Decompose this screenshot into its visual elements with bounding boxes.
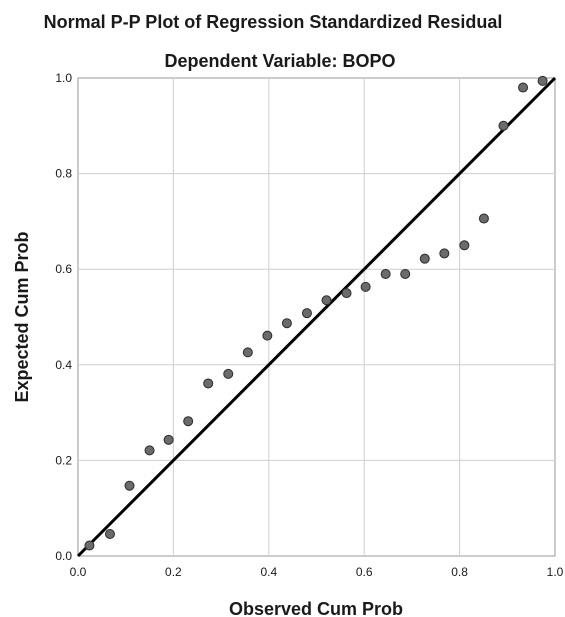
y-tick-label: 0.0 [55,549,72,563]
data-point [104,529,115,540]
x-tick-label: 0.0 [70,565,87,579]
x-axis-ticks: 0.0 0.2 0.4 0.6 0.8 1.0 [70,565,564,579]
data-point [518,82,529,93]
data-point [242,347,253,358]
y-axis-label: Expected Cum Prob [12,231,32,402]
x-axis-label: Observed Cum Prob [229,599,403,617]
chart-subtitle: Dependent Variable: BOPO [164,51,395,71]
data-point [262,330,273,341]
data-point [281,318,292,329]
data-points [84,75,548,551]
data-point [439,248,450,259]
data-point [124,480,135,491]
x-tick-label: 0.2 [165,565,182,579]
reference-line [76,76,557,558]
y-tick-label: 0.8 [55,167,72,181]
y-axis-ticks: 0.0 0.2 0.4 0.6 0.8 1.0 [55,71,72,563]
y-tick-label: 1.0 [55,71,72,85]
data-point [360,281,371,292]
data-point [341,288,352,299]
data-point [380,268,391,279]
data-point [301,308,312,319]
y-tick-label: 0.6 [55,262,72,276]
data-point [537,75,548,86]
data-point [144,445,155,456]
data-point [203,378,214,389]
data-point [400,268,411,279]
data-point [321,295,332,306]
x-tick-label: 1.0 [547,565,564,579]
data-point [183,416,194,427]
x-tick-label: 0.6 [356,565,373,579]
data-point [163,434,174,445]
x-tick-label: 0.8 [451,565,468,579]
y-tick-label: 0.2 [55,453,72,467]
data-point [419,253,430,264]
data-point [478,213,489,224]
grid-lines [78,78,555,556]
data-point [223,368,234,379]
chart-title: Normal P-P Plot of Regression Standardiz… [44,12,503,32]
data-point [498,120,509,131]
data-point [459,240,470,251]
y-tick-label: 0.4 [55,358,72,372]
data-point [84,540,95,551]
x-tick-label: 0.4 [260,565,277,579]
